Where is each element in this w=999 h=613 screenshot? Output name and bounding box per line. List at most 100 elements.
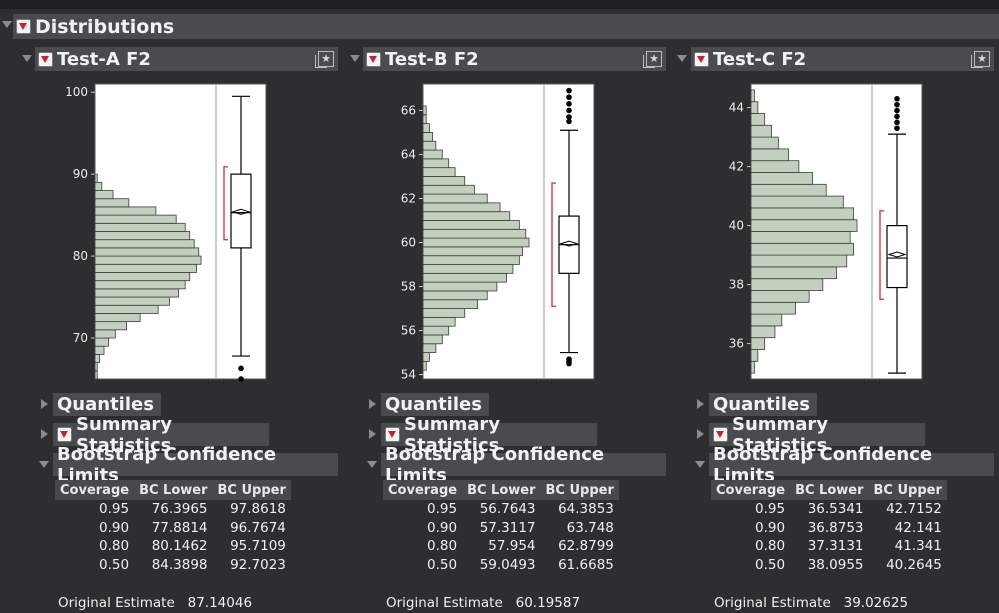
quantiles-disclosure-icon[interactable] [697,399,704,409]
table-row: 0.50 84.3898 92.7023 [55,556,291,575]
summary-statistics-header[interactable]: Summary Statistics [381,414,597,456]
table-row: 0.90 57.3117 63.748 [383,519,619,538]
bootstrap-header[interactable]: Bootstrap Confidence Limits [709,444,994,486]
mean-diamond [559,240,579,247]
red-triangle-menu-icon[interactable] [16,19,31,34]
red-triangle-menu-icon[interactable] [713,427,728,442]
histogram-bar [750,89,755,103]
histogram-bar [422,334,443,345]
mean-diamond [231,208,251,215]
outlier-point [894,95,900,102]
quantiles-header[interactable]: Quantiles [53,393,161,416]
quantiles-header[interactable]: Quantiles [709,393,817,416]
pin-icon[interactable]: ★ [971,51,990,68]
shortest-half-bracket [879,210,884,301]
histogram-bar [422,149,443,160]
quantiles-label: Quantiles [713,394,810,415]
histogram-bar [422,220,520,230]
table-cell: 95.7109 [230,538,286,555]
original-estimate-value: 87.14046 [187,595,253,611]
histogram-bar [750,113,766,126]
table-cell: 77.8814 [151,519,208,536]
table-cell: 63.748 [566,519,614,536]
outlier-point [566,101,572,107]
histogram-bar [750,136,779,150]
panel-a-disclosure-icon[interactable] [22,55,32,62]
histogram-bar [422,264,514,274]
bootstrap-header[interactable]: Bootstrap Confidence Limits [381,444,666,486]
histogram-bar [94,231,191,241]
table-row: 0.95 36.5341 42.7152 [711,500,947,519]
histogram-bar [422,343,437,353]
axis-tick-label: 100 [65,85,88,99]
summary-disclosure-icon[interactable] [369,429,376,439]
histogram-bar [422,202,501,213]
table-cell: 57.954 [488,538,536,555]
histogram-bar [750,313,783,327]
quantiles-disclosure-icon[interactable] [369,399,376,409]
histogram-bar [94,206,157,216]
quantiles-disclosure-icon[interactable] [41,399,48,409]
panel-a-header[interactable]: Test-A F2 [35,47,338,71]
table-row: 0.90 77.8814 96.7674 [55,519,291,538]
histogram-bar [94,337,109,347]
table-cell: 57.3117 [479,519,536,536]
histogram-bar [422,132,434,142]
table-cell: 0.80 [755,538,786,555]
bootstrap-disclosure-icon[interactable] [367,461,377,468]
distributions-header[interactable]: Distributions [13,14,999,39]
histogram-bar [94,288,179,298]
summary-disclosure-icon[interactable] [41,429,48,439]
panel-c-disclosure-icon[interactable] [677,55,687,62]
red-triangle-menu-icon[interactable] [366,51,381,67]
panel-c-header[interactable]: Test-C F2 [691,47,994,71]
table-cell: 80.1462 [151,538,208,555]
bootstrap-ci-table: Coverage BC Lower BC Upper 0.95 36.5341 42… [711,480,947,574]
histogram-bar [94,370,98,380]
outlier-point [566,356,572,362]
pin-icon[interactable]: ★ [643,51,662,68]
histogram-bar [422,325,450,336]
bootstrap-ci-table: Coverage BC Lower BC Upper 0.95 56.7643 64… [383,480,619,574]
table-cell: 0.95 [99,501,130,518]
table-cell: 0.50 [99,556,130,573]
red-triangle-menu-icon[interactable] [694,51,709,67]
histogram-bar [94,354,100,364]
column-header: BC Upper [212,480,291,500]
red-triangle-menu-icon[interactable] [38,51,53,67]
histogram-bar [750,219,858,232]
table-cell: 36.5341 [807,501,864,518]
table-cell: 42.141 [894,519,942,536]
outlier-point [894,119,900,126]
table-row: 0.95 56.7643 64.3853 [383,500,619,519]
outlier-point [566,114,572,120]
histogram-bar [94,190,114,200]
panel-b-header[interactable]: Test-B F2 [363,47,666,71]
axis-tick-label: 64 [401,147,416,161]
bootstrap-disclosure-icon[interactable] [39,461,49,468]
report-title: Distributions [35,15,175,38]
summary-disclosure-icon[interactable] [697,429,704,439]
histogram-bar [94,263,197,273]
panel-title: Test-A F2 [57,48,151,70]
bootstrap-header[interactable]: Bootstrap Confidence Limits [53,444,338,486]
red-triangle-menu-icon[interactable] [57,427,72,442]
histogram-bar [750,124,772,138]
table-cell: 0.80 [427,538,458,555]
distribution-plot: 54 56 58 60 62 64 66 [401,83,595,382]
outlier-point [894,125,900,132]
red-triangle-menu-icon[interactable] [385,427,400,442]
table-cell: 0.50 [427,556,458,573]
bootstrap-disclosure-icon[interactable] [695,461,705,468]
summary-statistics-header[interactable]: Summary Statistics [53,414,269,456]
panel-b-disclosure-icon[interactable] [350,55,360,62]
table-cell: 36.8753 [807,519,864,536]
histogram-bar [750,148,790,162]
distributions-disclosure-icon[interactable] [2,21,12,28]
axis-tick-label: 40 [729,219,744,233]
table-cell: 0.90 [99,519,130,536]
pin-icon[interactable]: ★ [315,51,334,68]
quantiles-header[interactable]: Quantiles [381,393,489,416]
histogram-bar [422,105,427,116]
summary-statistics-header[interactable]: Summary Statistics [709,414,925,456]
